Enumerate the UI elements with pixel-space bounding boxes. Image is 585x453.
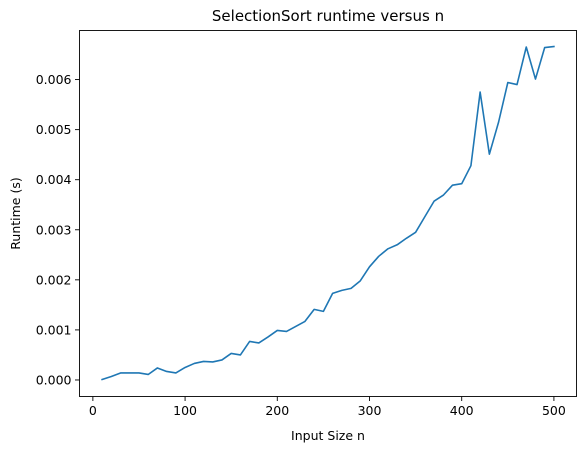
plot-layer	[101, 45, 555, 381]
y-tick-label: 0.005	[36, 122, 72, 137]
y-tick-label: 0.002	[36, 272, 72, 287]
y-tick-label: 0.004	[36, 172, 72, 187]
ticks-layer: 0 100 200 300 400 500 0.000 0.001 0.002 0.003 0.00…	[36, 72, 566, 418]
x-tick-label: 400	[450, 403, 474, 418]
x-tick-label: 0	[89, 403, 97, 418]
chart-title: SelectionSort runtime versus n	[212, 7, 444, 25]
x-tick-label: 500	[542, 403, 566, 418]
x-tick-label: 300	[358, 403, 382, 418]
y-tick-label: 0.000	[36, 372, 72, 387]
series-line	[101, 45, 555, 381]
y-tick-label: 0.001	[36, 322, 72, 337]
x-axis-label: Input Size n	[291, 428, 365, 443]
y-axis-label: Runtime (s)	[8, 177, 23, 249]
x-tick-label: 100	[173, 403, 197, 418]
y-tick-label: 0.006	[36, 72, 72, 87]
x-tick-label: 200	[265, 403, 289, 418]
plot-frame	[79, 30, 577, 397]
y-tick-label: 0.003	[36, 222, 72, 237]
